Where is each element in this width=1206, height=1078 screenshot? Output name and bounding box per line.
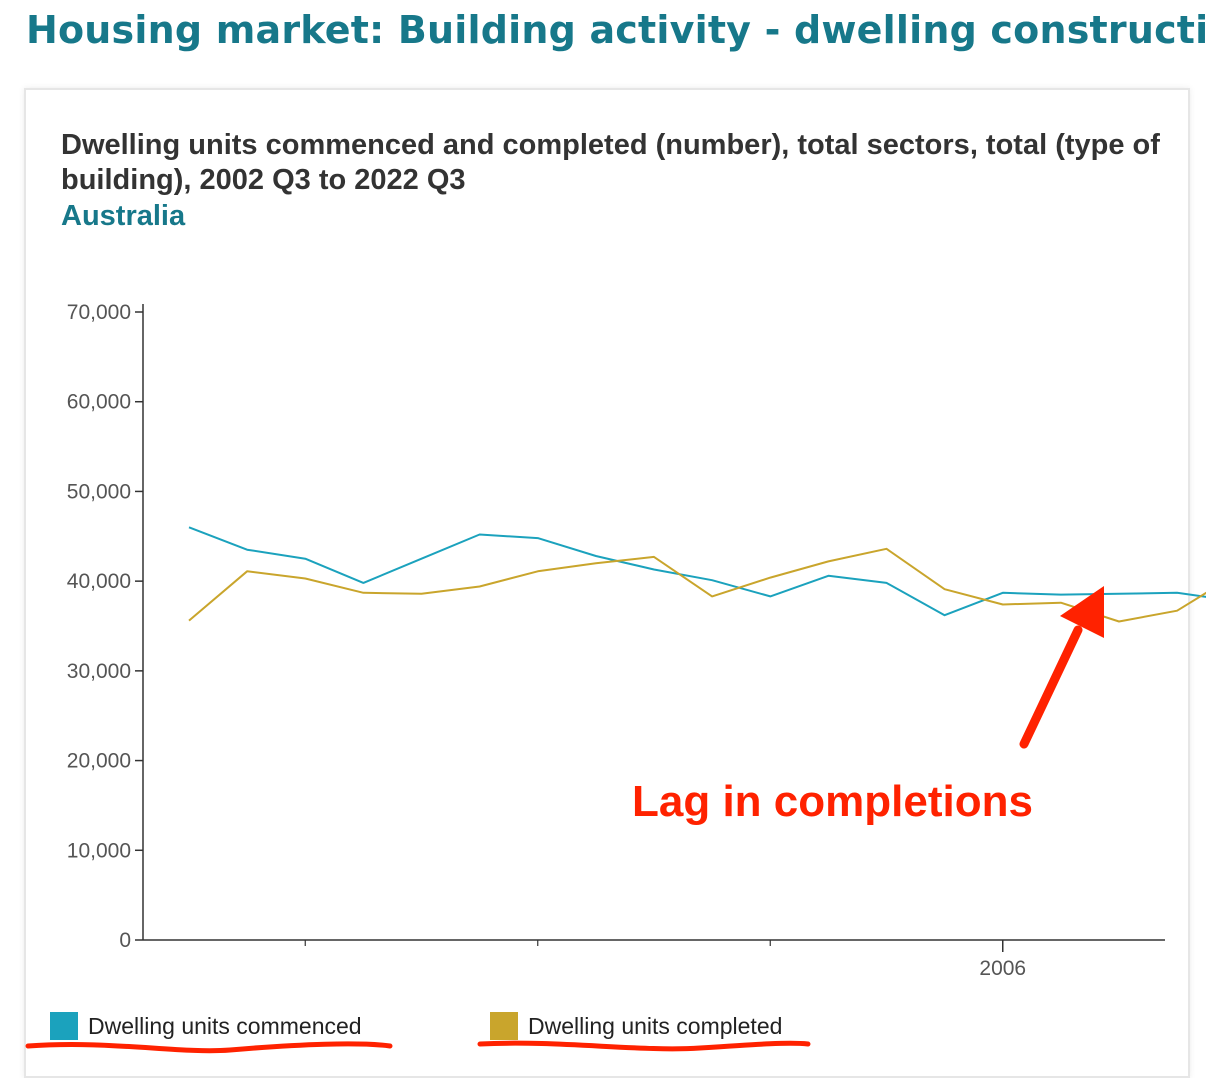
annotation-arrow-shaft	[1019, 625, 1083, 749]
legend-underlines	[25, 1040, 811, 1054]
annotation: Lag in completions	[632, 586, 1104, 826]
y-tick-label: 10,000	[67, 839, 131, 862]
y-tick-label: 60,000	[67, 391, 131, 414]
page-title: Housing market: Building activity - dwel…	[26, 8, 1206, 52]
legend-item-completed[interactable]: Dwelling units completed	[490, 1012, 782, 1040]
y-tick-label: 0	[119, 929, 131, 952]
legend-swatch-completed	[490, 1012, 518, 1040]
legend-item-commenced[interactable]: Dwelling units commenced	[50, 1012, 362, 1040]
chart-series	[188, 526, 1206, 623]
legend-swatch-commenced	[50, 1012, 78, 1040]
x-tick-label: 2006	[979, 957, 1026, 980]
legend-underline-completed	[477, 1040, 811, 1052]
chart-title: Dwelling units commenced and completed (…	[61, 129, 1160, 196]
annotation-text: Lag in completions	[632, 777, 1033, 826]
annotation-arrow-head	[1060, 586, 1104, 638]
chart-subtitle: Australia	[61, 200, 186, 232]
chart-card	[24, 88, 1190, 1078]
y-tick-label: 30,000	[67, 660, 131, 683]
chart-axes: 0 10,000 20,000 30,000 40,000 50,000 60,000 70,…	[67, 301, 1165, 980]
y-tick-label: 70,000	[67, 301, 131, 324]
series-line-commenced	[188, 526, 1206, 617]
series-line-completed	[188, 547, 1206, 623]
legend-label-commenced: Dwelling units commenced	[88, 1012, 362, 1039]
legend-underline-commenced	[25, 1041, 393, 1054]
legend-label-completed: Dwelling units completed	[528, 1012, 783, 1039]
y-tick-label: 50,000	[67, 480, 131, 503]
y-tick-label: 40,000	[67, 570, 131, 593]
y-tick-label: 20,000	[67, 750, 131, 773]
